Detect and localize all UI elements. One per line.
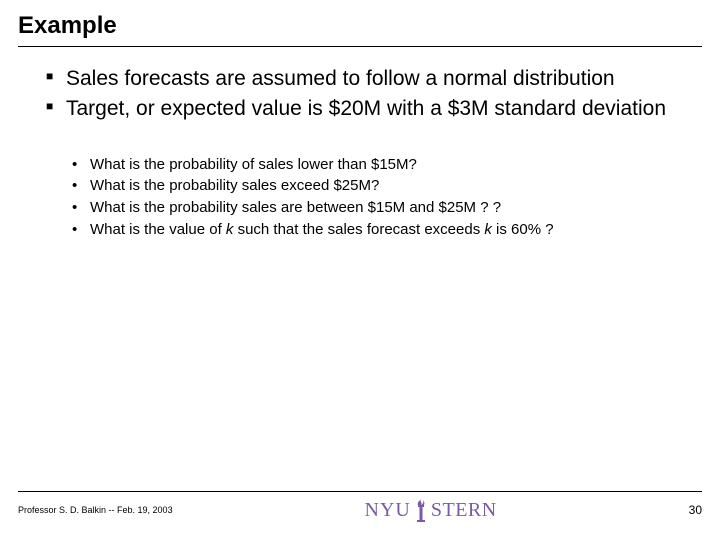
bullet-item: What is the value of k such that the sal…	[72, 219, 692, 241]
bullet-list-level1: Sales forecasts are assumed to follow a …	[28, 65, 692, 124]
bullet-item: What is the probability of sales lower t…	[72, 154, 692, 176]
logo-nyu-text: NYU	[365, 499, 411, 522]
page-number: 30	[689, 503, 702, 517]
text-span: such that the sales forecast exceeds	[233, 221, 484, 238]
slide-footer: Professor S. D. Balkin -- Feb. 19, 2003 …	[0, 491, 720, 522]
bullet-item: Sales forecasts are assumed to follow a …	[46, 65, 692, 93]
slide-content: Sales forecasts are assumed to follow a …	[18, 47, 702, 241]
footer-divider	[18, 491, 702, 492]
text-span: is 60% ?	[492, 221, 554, 238]
bullet-list-level2: What is the probability of sales lower t…	[28, 154, 692, 241]
logo-stern-text: STERN	[431, 499, 497, 522]
torch-icon	[414, 498, 428, 522]
variable-k: k	[484, 221, 492, 238]
nyu-stern-logo: NYU STERN	[365, 498, 497, 522]
text-span: What is the value of	[90, 221, 226, 238]
bullet-item: What is the probability sales are betwee…	[72, 197, 692, 219]
footer-row: Professor S. D. Balkin -- Feb. 19, 2003 …	[18, 498, 702, 522]
slide: Example Sales forecasts are assumed to f…	[0, 0, 720, 540]
bullet-item: What is the probability sales exceed $25…	[72, 175, 692, 197]
bullet-item: Target, or expected value is $20M with a…	[46, 95, 692, 123]
logo-row: NYU STERN	[365, 498, 497, 522]
slide-title: Example	[18, 12, 702, 44]
footer-author: Professor S. D. Balkin -- Feb. 19, 2003	[18, 505, 173, 515]
